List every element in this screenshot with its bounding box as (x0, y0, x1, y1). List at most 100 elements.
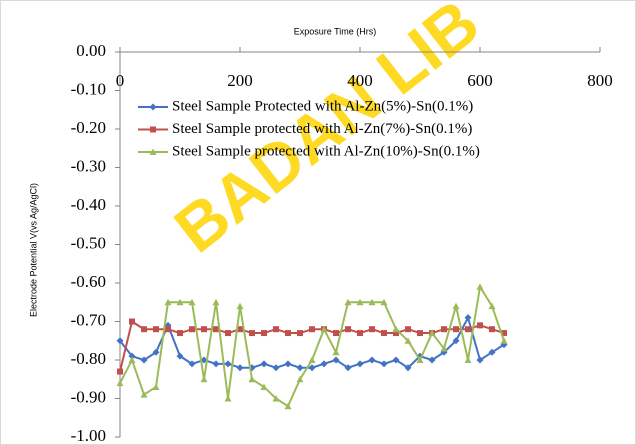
data-point (356, 298, 364, 306)
data-point (344, 364, 352, 372)
data-point (177, 330, 183, 337)
data-point (152, 348, 160, 356)
legend-marker (150, 126, 156, 133)
data-point (249, 330, 255, 337)
x-tick-label: 800 (587, 71, 613, 90)
data-point (441, 326, 447, 333)
data-point (165, 326, 171, 333)
data-point (332, 356, 340, 364)
data-point (212, 360, 220, 368)
data-point (129, 318, 135, 325)
data-point (453, 326, 459, 333)
data-point (260, 383, 268, 390)
data-point (417, 330, 423, 337)
data-point (489, 326, 495, 333)
data-point (488, 302, 496, 310)
y-tick-label: -0.90 (71, 387, 106, 406)
data-point (464, 314, 472, 322)
data-point (236, 364, 244, 372)
y-tick-label: -1.00 (71, 426, 106, 445)
data-point (164, 298, 172, 306)
data-point (152, 383, 160, 390)
data-point (404, 364, 412, 372)
data-point (501, 330, 507, 337)
data-point (476, 283, 484, 290)
data-point (320, 325, 328, 333)
data-point (260, 360, 268, 368)
data-point (332, 348, 340, 356)
data-point (272, 364, 280, 372)
data-point (140, 391, 148, 398)
data-point (380, 360, 388, 368)
data-point (116, 337, 124, 345)
data-point (153, 326, 159, 333)
data-point (404, 337, 412, 344)
data-point (440, 344, 448, 352)
data-point (272, 395, 280, 402)
legend-marker (149, 148, 157, 155)
y-tick-label: -0.40 (71, 195, 106, 214)
data-point (140, 356, 148, 364)
data-point (452, 337, 460, 345)
data-point (392, 356, 400, 364)
data-point (465, 326, 471, 333)
data-point (333, 330, 339, 337)
data-point (116, 379, 124, 387)
data-point (117, 368, 123, 375)
data-point (345, 326, 351, 333)
data-point (236, 302, 244, 310)
x-axis-title: Exposure Time (Hrs) (294, 26, 377, 36)
data-point (309, 326, 315, 333)
y-tick-label: -0.50 (71, 233, 106, 252)
data-point (273, 326, 279, 333)
data-point (357, 330, 363, 337)
data-point (176, 298, 184, 306)
data-point (224, 395, 232, 402)
data-point (297, 330, 303, 337)
legend-label: Steel Sample protected with Al-Zn(7%)-Sn… (172, 121, 472, 137)
y-tick-label: -0.20 (71, 118, 106, 137)
y-tick-label: -0.80 (71, 349, 106, 368)
data-point (188, 298, 196, 306)
data-point (296, 364, 304, 372)
data-point (237, 326, 243, 333)
y-axis-title: Electrode Potential V(vs Ag/AgCl) (28, 183, 38, 317)
data-point (200, 375, 208, 383)
legend-label: Steel Sample protected with Al-Zn(10%)-S… (172, 143, 480, 159)
data-point (128, 352, 136, 360)
data-point (381, 330, 387, 337)
data-point (224, 360, 232, 368)
y-tick-label: -0.70 (71, 310, 106, 329)
data-point (188, 360, 196, 368)
data-point (369, 326, 375, 333)
data-point (128, 356, 136, 363)
x-tick-label: 0 (116, 71, 125, 90)
data-point (189, 326, 195, 333)
data-point (320, 360, 328, 368)
data-point (308, 364, 316, 372)
data-point (308, 356, 316, 363)
data-point (477, 322, 483, 329)
data-point (285, 330, 291, 337)
data-point (500, 337, 508, 344)
data-point (405, 326, 411, 333)
legend-marker (149, 103, 157, 111)
data-point (201, 326, 207, 333)
data-point (428, 356, 436, 364)
data-point (380, 298, 388, 306)
data-point (476, 356, 484, 364)
data-point (452, 302, 460, 310)
data-point (368, 356, 376, 364)
data-point (416, 356, 424, 363)
data-point (248, 375, 256, 383)
legend-label: Steel Sample Protected with Al-Zn(5%)-Sn… (172, 98, 473, 114)
data-point (344, 298, 352, 306)
data-point (392, 325, 400, 333)
data-point (488, 348, 496, 356)
data-point (213, 326, 219, 333)
y-tick-label: -0.30 (71, 156, 106, 175)
y-tick-label: -0.10 (71, 79, 106, 98)
data-point (368, 298, 376, 306)
